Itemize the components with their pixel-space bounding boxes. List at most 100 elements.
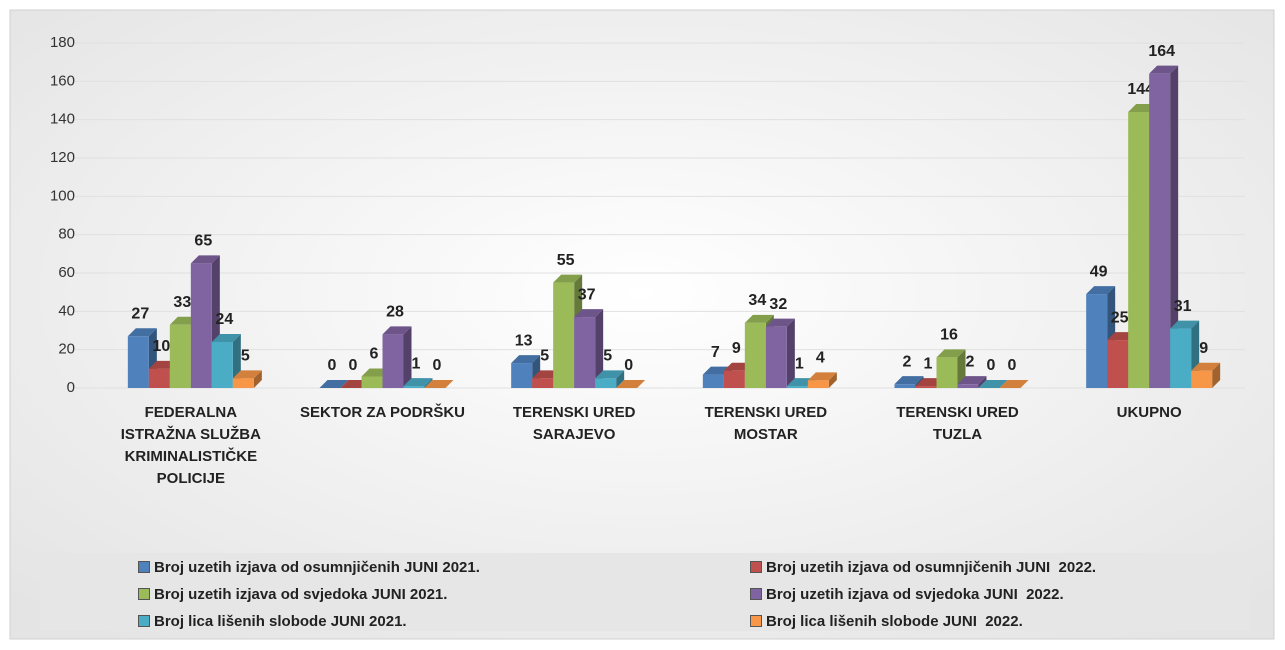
bar-top [127,328,157,337]
bar-top [978,380,1008,388]
legend-box [40,553,1250,631]
bar [744,322,766,388]
bar [1191,370,1213,388]
y-tick-label: 100 [50,187,75,204]
bar [765,326,787,388]
bar [807,380,829,388]
legend-swatch [138,615,150,627]
bar [723,370,745,388]
bar [532,378,554,388]
legend-label: Broj uzetih izjava od osumnjičenih JUNI … [766,559,1097,576]
value-label: 164 [1148,43,1175,60]
value-label: 24 [215,311,233,328]
value-label: 13 [515,332,533,349]
x-tick-label: FEDERALNA ISTRAŽNA SLUŽBA KRIMINALISTIČK… [120,404,261,487]
bar-top [382,326,412,335]
value-label: 5 [603,348,612,365]
y-tick-label: 80 [58,226,75,243]
legend-label: Broj uzetih izjava od svjedoka JUNI 2022… [766,586,1064,603]
bar-top [894,376,924,385]
value-label: 0 [987,357,996,374]
value-label: 28 [386,304,404,321]
bar [169,324,191,388]
bar-top [744,314,774,323]
value-label: 2 [903,353,912,370]
y-tick-label: 120 [50,149,75,166]
legend-label: Broj uzetih izjava od osumnjičenih JUNI … [154,559,480,576]
value-label: 16 [940,327,958,344]
bar-top [1149,65,1179,74]
value-label: 25 [1111,309,1129,326]
value-label: 49 [1090,263,1108,280]
y-tick-label: 40 [58,302,75,319]
value-label: 5 [540,348,549,365]
x-tick-label: TERENSKI URED TUZLA [896,404,1019,443]
bar [1170,328,1192,388]
bar-top [211,334,241,342]
legend-swatch [138,588,150,600]
legend-swatch [750,561,762,573]
legend-swatch [750,588,762,600]
y-tick-label: 180 [50,34,75,51]
bar [1086,294,1108,388]
bar [232,378,254,388]
bar [1128,112,1150,388]
chart-frame [9,9,1275,640]
bar [148,368,170,388]
legend-item: Broj lica lišenih slobode JUNI 2022. [750,613,1023,630]
bar-top [190,255,220,264]
y-tick-label: 160 [50,72,75,89]
value-label: 33 [173,294,191,311]
bar-top [616,380,646,388]
bar-side [403,326,412,388]
bar-top [1191,362,1221,371]
bar-side [616,370,625,388]
bar [595,378,617,388]
bar [894,384,916,388]
bar [553,282,575,388]
value-label: 9 [1199,340,1208,357]
bar-top [232,370,262,379]
value-label: 65 [194,233,212,250]
value-label: 1 [412,355,421,372]
bar-side [828,372,837,388]
value-label: 10 [152,338,170,355]
bar [382,334,404,388]
x-tick-label: TERENSKI URED MOSTAR [704,404,828,443]
bar [361,376,383,388]
value-label: 31 [1174,298,1192,315]
bar [915,386,937,388]
legend-item: Broj uzetih izjava od osumnjičenih JUNI … [750,559,1096,576]
value-label: 1 [795,355,804,372]
y-tick-label: 20 [58,341,75,358]
bar-top [319,380,349,388]
bar [211,342,233,388]
x-tick-label: TERENSKI URED SARAJEVO [512,404,636,443]
value-label: 2 [966,353,975,370]
value-label: 144 [1127,81,1154,98]
legend-label: Broj uzetih izjava od svjedoka JUNI 2021… [154,586,448,603]
value-label: 0 [433,357,442,374]
value-label: 1 [924,355,933,372]
legend-item: Broj uzetih izjava od svjedoka JUNI 2021… [138,586,447,603]
bar [1107,340,1129,388]
value-label: 0 [328,357,337,374]
bar-top [1170,320,1200,329]
x-tick-label: UKUPNO [1116,404,1182,421]
value-label: 55 [557,252,575,269]
value-label: 34 [748,292,766,309]
y-tick-label: 60 [58,264,75,281]
value-label: 37 [578,286,596,303]
y-tick-label: 140 [50,111,75,128]
bar-top [424,380,454,388]
bar-top [936,349,966,358]
legend-swatch [750,615,762,627]
bar-side [253,370,262,388]
bar-top [595,370,625,379]
bar-side [424,378,433,388]
bar [190,263,212,388]
legend-item: Broj lica lišenih slobode JUNI 2021. [138,613,407,630]
bar-top [765,318,795,327]
